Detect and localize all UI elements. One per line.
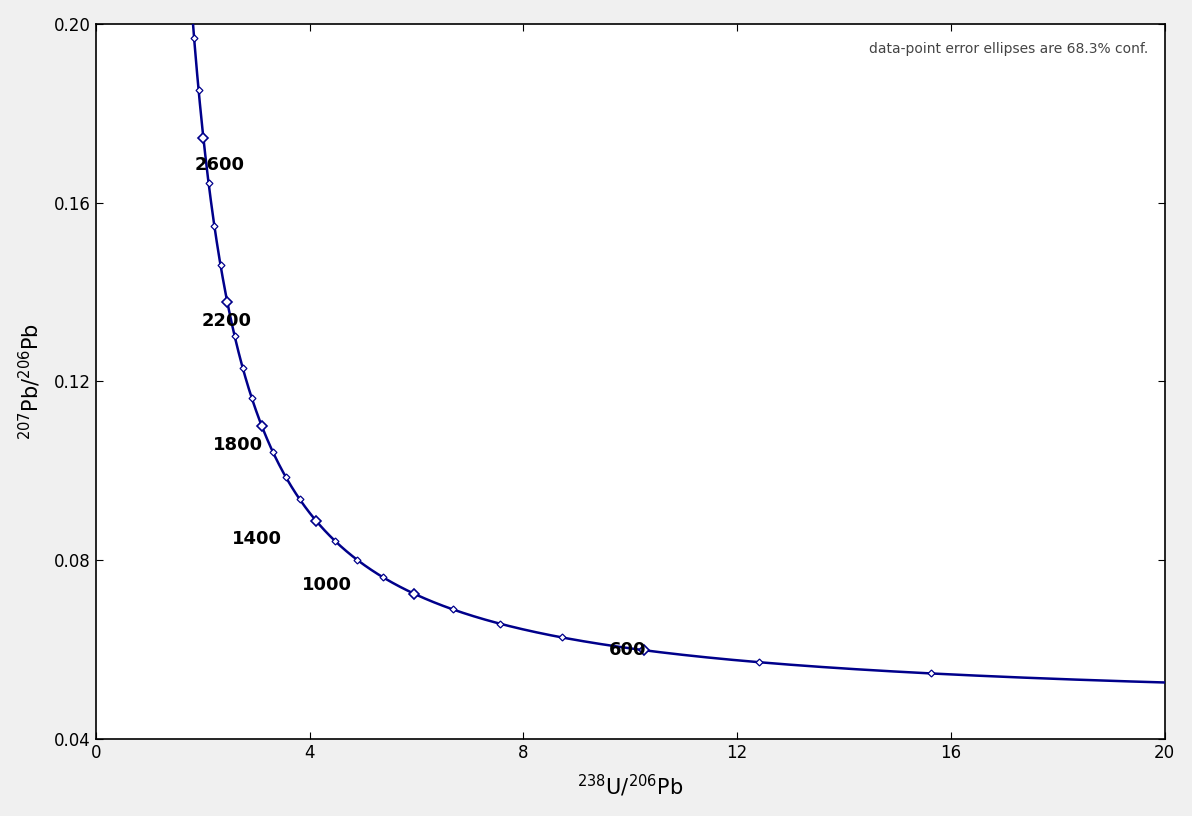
Text: 1000: 1000 <box>302 576 352 594</box>
Text: 1400: 1400 <box>232 530 283 548</box>
Text: data-point error ellipses are 68.3% conf.: data-point error ellipses are 68.3% conf… <box>869 42 1149 55</box>
Text: 1800: 1800 <box>213 436 263 454</box>
Text: 600: 600 <box>609 641 646 659</box>
Text: 2200: 2200 <box>201 312 252 330</box>
Text: 2600: 2600 <box>194 156 244 174</box>
Y-axis label: $\mathregular{^{207}}$Pb/$\mathregular{^{206}}$Pb: $\mathregular{^{207}}$Pb/$\mathregular{^… <box>17 323 43 440</box>
X-axis label: $\mathregular{^{238}}$U/$\mathregular{^{206}}$Pb: $\mathregular{^{238}}$U/$\mathregular{^{… <box>577 773 683 800</box>
